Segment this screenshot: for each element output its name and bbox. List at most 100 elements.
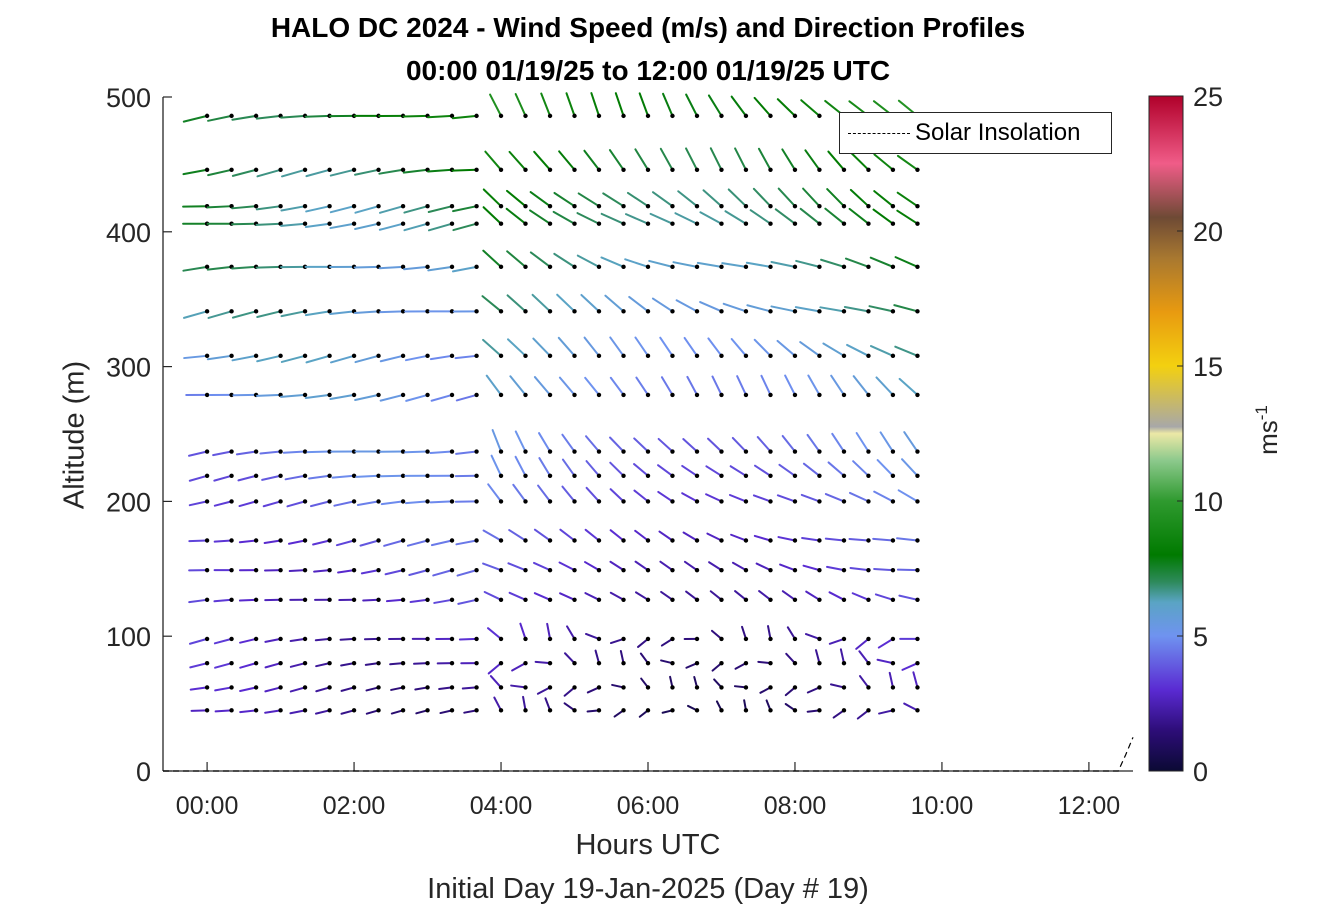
wind-barb-line (585, 460, 600, 477)
wind-barb-dot (376, 221, 381, 226)
wind-barb-dot (645, 567, 651, 573)
wind-barb-dot (400, 685, 406, 690)
wind-barb-dot (743, 167, 749, 172)
wind-barb-dot (400, 708, 406, 713)
wind-barb-line (585, 486, 600, 503)
wind-barb-dot (768, 167, 773, 172)
wind-barb-line (280, 354, 307, 363)
wind-barb-line (455, 450, 478, 455)
wind-barb-line (256, 310, 282, 319)
wind-barb-dot (866, 264, 871, 270)
wind-barb-line (806, 433, 821, 453)
wind-barb-dot (841, 309, 847, 314)
wind-barb-line (731, 436, 747, 453)
wind-barb-dot (449, 392, 455, 398)
wind-barb-dot (376, 597, 381, 603)
wind-barb-line (451, 265, 478, 273)
wind-barb-dot (425, 264, 430, 270)
x-tick-label: 06:00 (617, 792, 680, 820)
wind-barb-dot (596, 708, 602, 713)
wind-barb-line (776, 339, 796, 357)
wind-barb-line (634, 560, 649, 572)
wind-barb-line (657, 490, 674, 503)
wind-barb-line (379, 205, 405, 214)
wind-barb-line (315, 686, 331, 693)
wind-barb-dot (792, 685, 798, 690)
colorbar-label: ms-1 (1252, 405, 1284, 455)
wind-barb-dot (327, 538, 332, 543)
wind-barb-dot (474, 353, 479, 359)
wind-barb-dot (449, 473, 455, 478)
wind-barb-dot (743, 221, 749, 226)
wind-barb-line (239, 637, 258, 644)
wind-barb-dot (327, 708, 332, 713)
wind-barb-line (824, 537, 845, 542)
wind-barb-dot (817, 685, 822, 690)
wind-barb-dot (817, 167, 822, 172)
wind-barb-line (490, 454, 503, 477)
wind-barb-dot (719, 167, 724, 172)
wind-barb-line (182, 168, 209, 176)
wind-barb-line (770, 260, 796, 268)
wind-barb-dot (253, 309, 259, 314)
wind-barb-dot (302, 203, 308, 209)
wind-barb-line (403, 222, 429, 232)
wind-barb-line (674, 212, 699, 225)
wind-barb-line (634, 529, 649, 542)
wind-barb-line (705, 465, 723, 477)
wind-barb-line (896, 537, 919, 542)
wind-barb-dot (866, 708, 871, 713)
wind-barb-dot (768, 264, 773, 270)
colorbar (1148, 95, 1184, 772)
wind-barb-dot (278, 353, 283, 359)
wind-barb-dot (400, 221, 406, 226)
wind-barb-dot (866, 660, 871, 666)
wind-barb-line (533, 376, 552, 396)
wind-barb-dot (817, 538, 822, 543)
wind-barb-dot (866, 309, 871, 314)
wind-barb-line (722, 302, 747, 313)
wind-barb-dot (253, 660, 259, 666)
wind-barb-dot (376, 203, 381, 209)
wind-barb-dot (915, 353, 920, 359)
wind-barb-dot (327, 499, 332, 504)
wind-barb-line (869, 256, 894, 268)
wind-barb-dot (523, 167, 528, 172)
wind-barb-line (614, 92, 625, 117)
wind-barb-dot (866, 449, 871, 454)
wind-barb-dot (817, 567, 822, 573)
wind-barb-dot (915, 449, 920, 454)
wind-barb-dot (523, 309, 528, 314)
wind-barb-dot (229, 567, 234, 573)
wind-barb-dot (596, 660, 602, 666)
wind-barb-line (561, 458, 576, 477)
wind-barb-dot (302, 685, 308, 690)
wind-barb-line (681, 492, 699, 503)
wind-barb-line (633, 489, 649, 503)
wind-barb-line (609, 529, 625, 542)
wind-barb-dot (278, 708, 283, 713)
wind-barb-dot (425, 636, 430, 642)
wind-barb-dot (694, 113, 700, 119)
wind-barb-dot (890, 685, 896, 690)
wind-barb-line (314, 637, 331, 642)
wind-barb-dot (523, 203, 528, 209)
wind-barb-line (329, 354, 356, 364)
wind-barb-dot (768, 499, 773, 504)
wind-barb-dot (694, 221, 700, 226)
wind-barb-line (651, 191, 674, 208)
wind-barb-dot (400, 167, 406, 172)
wind-barb-dot (351, 597, 357, 603)
wind-barb-dot (866, 538, 871, 543)
wind-barb-line (182, 310, 209, 319)
wind-barb-line (189, 662, 209, 669)
wind-barb-line (709, 590, 723, 601)
wind-barb-line (305, 168, 331, 178)
wind-barb-line (280, 222, 307, 227)
wind-barb-line (848, 491, 870, 503)
wind-barb-line (402, 265, 429, 271)
wind-barb-line (284, 474, 307, 481)
wind-barb-dot (302, 636, 308, 642)
wind-barb-dot (694, 473, 700, 478)
wind-barb-dot (572, 636, 577, 642)
